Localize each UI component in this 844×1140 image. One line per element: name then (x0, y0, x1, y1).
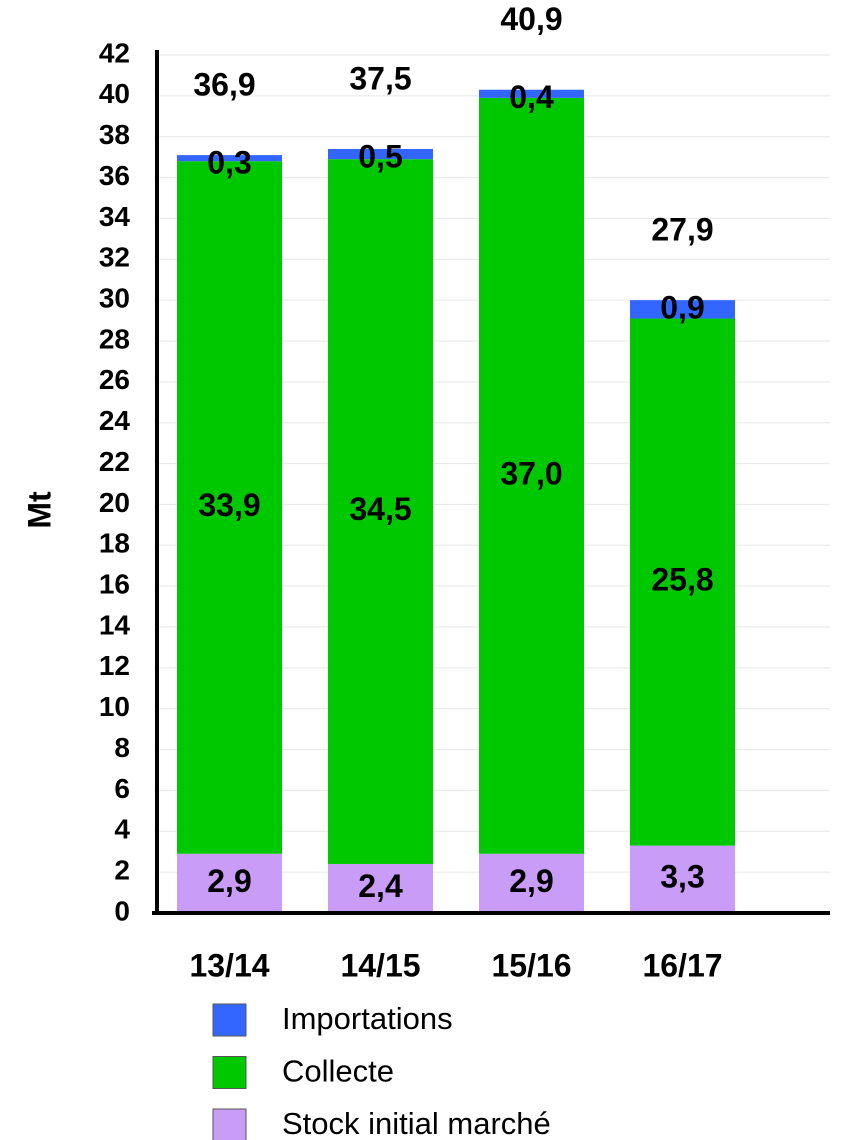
y-tick-label: 40 (99, 78, 130, 109)
y-tick-label: 4 (114, 814, 130, 845)
bar-segment (177, 161, 282, 854)
y-tick-label: 20 (99, 487, 130, 518)
bar-segment (479, 97, 584, 854)
value-label: 34,5 (349, 491, 411, 527)
legend-label: Collecte (282, 1054, 394, 1089)
total-label: 27,9 (651, 212, 713, 248)
value-label: 2,4 (358, 868, 403, 904)
y-tick-label: 6 (114, 773, 130, 804)
value-label: 33,9 (198, 487, 260, 523)
y-tick-label: 8 (114, 732, 130, 763)
y-tick-label: 34 (99, 201, 131, 232)
value-label: 25,8 (651, 562, 713, 598)
bar-segment (328, 159, 433, 864)
y-tick-label: 12 (99, 650, 130, 681)
legend-swatch (212, 1056, 247, 1089)
value-label: 2,9 (509, 863, 553, 899)
y-tick-label: 10 (99, 691, 130, 722)
y-tick-label: 42 (99, 37, 130, 68)
value-label: 0,9 (660, 290, 704, 326)
bar-segment (177, 853, 282, 913)
y-tick-label: 0 (114, 895, 130, 926)
value-label: 2,9 (207, 863, 251, 899)
bar-segment (479, 853, 584, 913)
value-label: 0,4 (509, 79, 554, 115)
x-tick-label: 14/15 (340, 947, 420, 983)
value-label: 0,3 (207, 145, 251, 181)
y-tick-label: 36 (99, 160, 130, 191)
y-tick-label: 16 (99, 569, 130, 600)
total-label: 40,9 (500, 1, 562, 37)
legend-swatch (212, 1108, 247, 1140)
legend-swatch (212, 1003, 247, 1037)
bar-segment (630, 300, 735, 319)
bar-segment (177, 155, 282, 162)
y-tick-label: 18 (99, 528, 130, 559)
value-label: 0,5 (358, 138, 402, 174)
total-label: 37,5 (349, 60, 411, 96)
y-tick-label: 2 (114, 855, 130, 886)
y-tick-label: 32 (99, 242, 130, 273)
y-tick-label: 28 (99, 323, 130, 354)
bar-segment (479, 89, 584, 98)
bar-segment (328, 863, 433, 913)
y-axis-label: Mt (21, 491, 57, 529)
y-tick-label: 14 (99, 609, 131, 640)
bar-segment (630, 845, 735, 913)
x-tick-label: 13/14 (189, 947, 269, 983)
y-tick-label: 38 (99, 119, 130, 150)
legend-label: Importations (282, 1001, 453, 1036)
total-label: 36,9 (193, 67, 255, 103)
x-tick-label: 15/16 (491, 947, 571, 983)
x-tick-label: 16/17 (642, 947, 722, 983)
y-tick-label: 26 (99, 364, 130, 395)
value-label: 37,0 (500, 455, 562, 491)
y-tick-label: 24 (99, 405, 131, 436)
value-label: 3,3 (660, 859, 704, 895)
bar-segment (328, 148, 433, 160)
y-tick-label: 30 (99, 283, 130, 314)
bar-segment (630, 318, 735, 846)
y-tick-label: 22 (99, 446, 130, 477)
legend-label: Stock initial marché (282, 1106, 551, 1140)
